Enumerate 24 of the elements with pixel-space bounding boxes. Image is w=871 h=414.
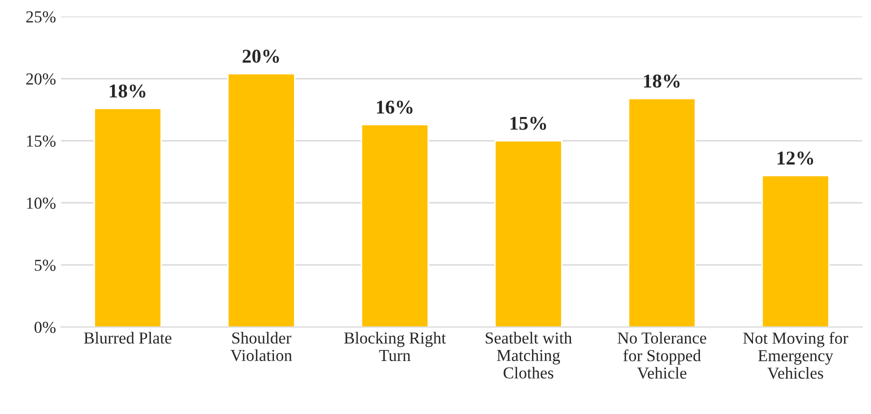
data-label: 18% bbox=[644, 74, 680, 88]
bar bbox=[494, 140, 562, 328]
data-label: 18% bbox=[110, 84, 146, 98]
x-tick-label: Blurred Plate bbox=[84, 332, 172, 344]
bar bbox=[94, 108, 162, 328]
x-tick-label: Seatbelt with Matching Clothes bbox=[486, 332, 572, 379]
y-tick-label: 15% bbox=[27, 135, 56, 147]
y-tick-label: 5% bbox=[34, 260, 56, 271]
bar bbox=[227, 72, 296, 328]
x-tick-label: Not Moving for Emergency Vehicles bbox=[743, 332, 848, 379]
x-tick-label: Shoulder Violation bbox=[230, 332, 292, 362]
y-tick-label: 25% bbox=[26, 11, 56, 23]
bar bbox=[761, 174, 830, 328]
x-tick-label: No Tolerance for Stopped Vehicle bbox=[618, 332, 706, 379]
data-label: 16% bbox=[376, 100, 412, 114]
bar bbox=[360, 124, 429, 328]
x-tick-label: Blocking Right Turn bbox=[344, 332, 446, 362]
data-label: 20% bbox=[242, 50, 279, 63]
bar bbox=[628, 98, 696, 328]
y-tick-label: 0% bbox=[34, 322, 56, 334]
data-label: 12% bbox=[778, 152, 814, 165]
y-tick-label: 10% bbox=[27, 198, 56, 209]
y-tick-label: 20% bbox=[26, 73, 56, 85]
data-label: 15% bbox=[510, 116, 546, 130]
